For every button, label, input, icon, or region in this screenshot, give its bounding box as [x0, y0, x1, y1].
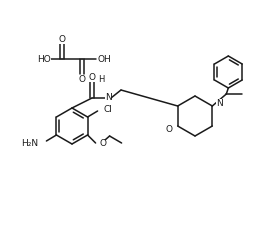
Text: N: N [105, 93, 111, 102]
Text: HO: HO [37, 54, 51, 63]
Text: O: O [59, 34, 66, 43]
Text: O: O [79, 74, 85, 83]
Text: O: O [89, 72, 95, 81]
Text: H₂N: H₂N [21, 140, 38, 149]
Text: N: N [216, 99, 223, 108]
Text: O: O [99, 140, 107, 149]
Text: OH: OH [97, 54, 111, 63]
Text: O: O [166, 125, 173, 134]
Text: H: H [98, 75, 104, 84]
Text: Cl: Cl [104, 104, 112, 113]
